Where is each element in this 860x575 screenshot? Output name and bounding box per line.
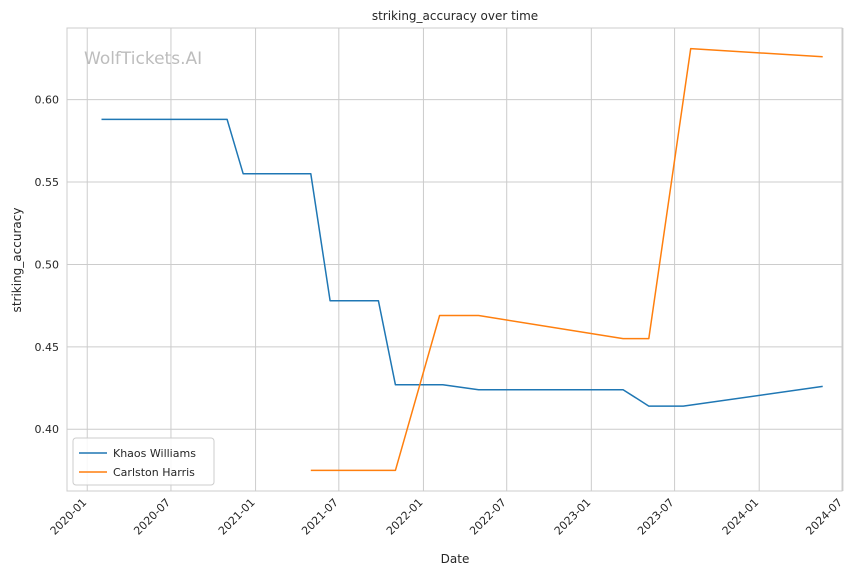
y-tick-label: 0.55: [35, 176, 60, 189]
grid: [67, 28, 844, 491]
y-tick-label: 0.50: [35, 258, 60, 271]
x-tick-label: 2020-07: [131, 496, 173, 538]
y-axis-title: striking_accuracy: [10, 208, 24, 313]
legend-label-khaos-williams: Khaos Williams: [113, 447, 196, 460]
chart-title: striking_accuracy over time: [372, 9, 538, 23]
x-tick-label: 2021-07: [299, 496, 341, 538]
plot-area: [66, 27, 843, 492]
x-tick-label: 2021-01: [216, 496, 258, 538]
x-tick-label: 2024-01: [720, 496, 762, 538]
y-tick-label: 0.40: [35, 423, 60, 436]
x-tick-label: 2022-01: [384, 496, 426, 538]
x-tick-label: 2024-07: [803, 496, 845, 538]
legend-box: [72, 437, 215, 486]
x-axis-ticks: 2020-01 2020-07 2021-01 2021-07 2022-01 2022-…: [48, 496, 845, 538]
series-line-khaos-williams: [101, 118, 823, 407]
series-line-carlston-harris: [310, 47, 823, 472]
y-tick-label: 0.45: [35, 341, 60, 354]
legend-label-carlston-harris: Carlston Harris: [113, 466, 195, 479]
watermark-text: WolfTickets.AI: [84, 49, 202, 69]
legend: Khaos Williams Carlston Harris: [72, 437, 215, 486]
series-lines: [101, 47, 823, 472]
x-tick-label: 2022-07: [467, 496, 509, 538]
x-axis-title: Date: [441, 552, 470, 566]
y-axis-ticks: 0.40 0.45 0.50 0.55 0.60: [35, 94, 60, 437]
x-tick-label: 2023-07: [635, 496, 677, 538]
x-tick-label: 2023-01: [552, 496, 594, 538]
x-tick-label: 2020-01: [48, 496, 90, 538]
y-tick-label: 0.60: [35, 94, 60, 107]
